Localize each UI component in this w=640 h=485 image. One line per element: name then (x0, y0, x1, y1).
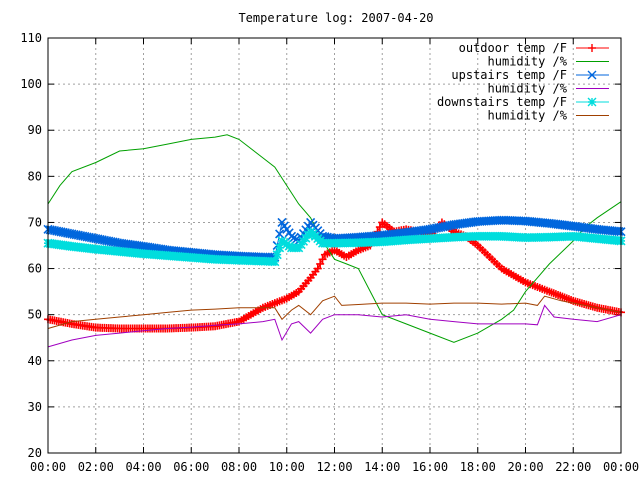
x-tick-label: 16:00 (412, 460, 448, 474)
legend-label: downstairs temp /F (437, 95, 567, 109)
x-tick-label: 20:00 (507, 460, 543, 474)
series-layer (43, 134, 626, 348)
y-tick-label: 20 (28, 446, 42, 460)
y-tick-label: 70 (28, 215, 42, 229)
x-tick-label: 14:00 (364, 460, 400, 474)
legend-label: humidity /% (488, 109, 568, 123)
x-tick-label: 06:00 (173, 460, 209, 474)
legend-label: humidity /% (488, 82, 568, 96)
series-6 (47, 295, 622, 329)
x-tick-label: 00:00 (30, 460, 66, 474)
x-tick-label: 00:00 (603, 460, 639, 474)
series-line (47, 295, 622, 329)
legend-swatch-marker (587, 97, 597, 107)
y-tick-label: 50 (28, 308, 42, 322)
legend-label: humidity /% (488, 55, 568, 69)
y-tick-label: 110 (20, 31, 42, 45)
x-tick-label: 22:00 (555, 460, 591, 474)
plot-frame (47, 37, 622, 454)
grid-layer (48, 38, 621, 453)
y-tick-label: 80 (28, 169, 42, 183)
x-tick-label: 10:00 (269, 460, 305, 474)
series-line (47, 134, 622, 343)
y-tick-label: 100 (20, 77, 42, 91)
legend-label: outdoor temp /F (459, 41, 567, 55)
series-3 (43, 215, 626, 262)
chart-title: Temperature log: 2007-04-20 (238, 11, 433, 25)
y-tick-label: 30 (28, 400, 42, 414)
series-2 (47, 134, 622, 343)
y-tick-label: 90 (28, 123, 42, 137)
x-tick-label: 12:00 (316, 460, 352, 474)
legend-swatch-marker (587, 70, 597, 80)
x-tick-label: 08:00 (221, 460, 257, 474)
y-tick-label: 40 (28, 354, 42, 368)
axis-layer: 20 30 40 50 60 70 80 90 100 110 00:00 02:00 04:00 06:… (20, 31, 639, 474)
x-tick-label: 18:00 (460, 460, 496, 474)
y-tick-label: 60 (28, 262, 42, 276)
legend-swatch-marker (588, 44, 596, 52)
x-tick-label: 04:00 (125, 460, 161, 474)
legend-label: upstairs temp /F (451, 68, 567, 82)
x-tick-label: 02:00 (78, 460, 114, 474)
series-4 (47, 304, 622, 348)
series-line (47, 304, 622, 348)
